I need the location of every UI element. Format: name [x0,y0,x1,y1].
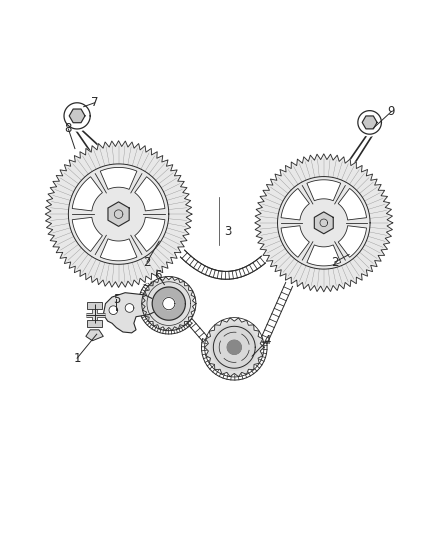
Circle shape [356,109,383,136]
Polygon shape [103,293,158,333]
Polygon shape [72,217,102,252]
Circle shape [109,306,118,314]
Polygon shape [100,167,137,189]
Circle shape [211,324,258,370]
Polygon shape [100,239,137,261]
Polygon shape [338,225,367,257]
Polygon shape [255,154,393,292]
Text: 3: 3 [224,225,231,238]
Bar [87,302,102,309]
Text: 7: 7 [91,96,98,109]
Polygon shape [69,109,85,123]
Polygon shape [338,188,367,220]
Text: 1: 1 [73,352,81,365]
Polygon shape [72,177,102,211]
Polygon shape [108,202,129,227]
Polygon shape [307,180,341,201]
Polygon shape [314,212,333,234]
Polygon shape [281,188,309,220]
Polygon shape [45,141,192,287]
Circle shape [254,153,393,293]
Circle shape [162,297,175,310]
Polygon shape [205,318,264,377]
Circle shape [152,287,185,320]
Text: 2: 2 [331,256,339,269]
Circle shape [45,140,193,288]
Text: 6: 6 [154,269,162,282]
Circle shape [227,340,241,354]
Polygon shape [307,245,341,266]
Circle shape [125,304,134,312]
Bar [87,320,102,327]
Text: 2: 2 [143,256,151,269]
Text: 9: 9 [388,105,395,118]
Polygon shape [135,217,165,252]
Text: 4: 4 [263,334,271,347]
Polygon shape [362,116,377,129]
Polygon shape [142,277,196,330]
Text: 5: 5 [113,293,120,306]
Polygon shape [86,330,103,341]
Polygon shape [281,225,309,257]
Circle shape [62,101,92,131]
Text: 8: 8 [65,123,72,135]
Polygon shape [135,177,165,211]
